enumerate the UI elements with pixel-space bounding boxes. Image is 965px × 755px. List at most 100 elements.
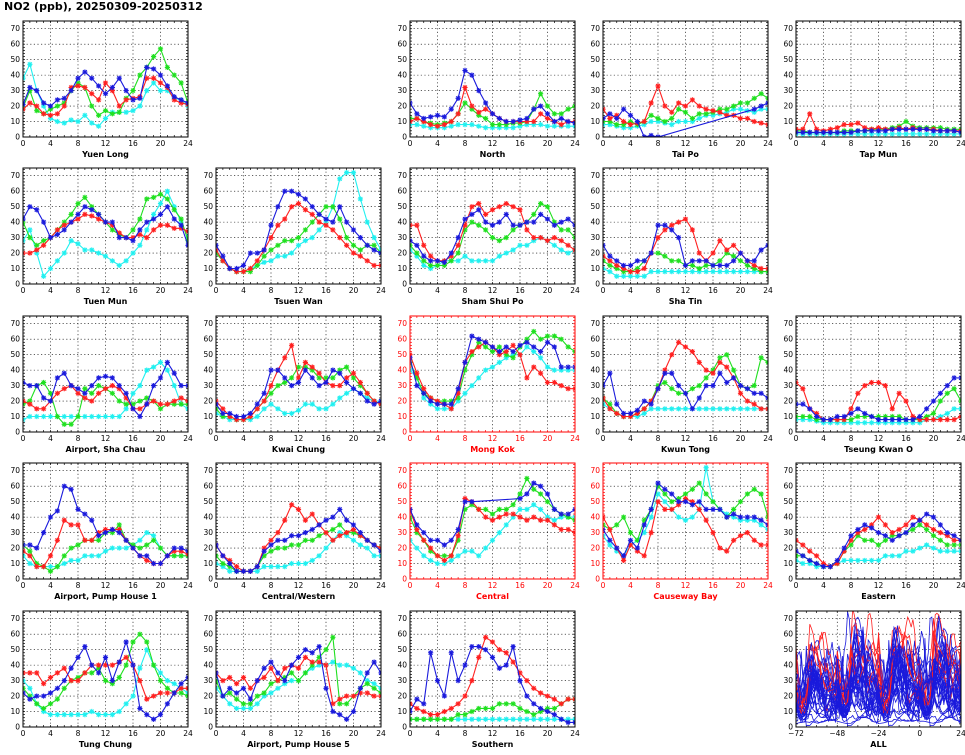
x-tick-label: 24 [570, 729, 580, 738]
data-point [469, 219, 475, 225]
data-point [421, 553, 427, 559]
data-point [316, 643, 322, 650]
data-point [414, 250, 420, 256]
data-point [171, 72, 177, 78]
y-tick-label: 70 [783, 319, 793, 328]
data-point [462, 499, 468, 505]
y-tick-label: 30 [397, 233, 407, 242]
data-point [178, 395, 184, 401]
data-point [82, 69, 88, 75]
data-point [744, 269, 750, 275]
data-point [414, 111, 420, 117]
data-point [151, 364, 157, 370]
data-point [123, 545, 129, 551]
data-point [889, 413, 895, 420]
x-tick-label: 20 [349, 286, 359, 295]
panel-label: ALL [870, 740, 886, 749]
data-point [703, 106, 709, 112]
data-point [614, 401, 620, 407]
data-point [696, 111, 702, 117]
data-point [807, 548, 813, 554]
data-point [130, 406, 136, 412]
data-point [662, 253, 668, 259]
data-point [848, 537, 854, 543]
data-point [641, 122, 647, 128]
plot-frame [602, 462, 769, 580]
x-tick-label: 20 [156, 581, 166, 590]
data-point [682, 118, 689, 125]
plot-frame [215, 610, 382, 728]
data-point [682, 517, 689, 523]
data-point [428, 114, 434, 120]
series-red [410, 495, 575, 564]
data-point [47, 564, 54, 570]
data-point [247, 696, 253, 702]
data-point [510, 659, 516, 665]
data-point [54, 413, 60, 420]
data-point [455, 398, 461, 404]
data-point [731, 258, 737, 264]
data-point [710, 506, 716, 512]
data-point [47, 112, 54, 118]
data-point [655, 480, 661, 486]
data-point [524, 678, 530, 684]
data-point [758, 522, 764, 528]
data-point [634, 548, 640, 554]
data-point [295, 678, 302, 684]
y-tick-label: 50 [397, 202, 407, 211]
y-tick-label: 0 [595, 280, 600, 289]
data-point [89, 517, 95, 523]
data-point [724, 514, 730, 520]
data-point [254, 564, 260, 570]
x-tick-label: 20 [156, 434, 166, 443]
data-point [807, 557, 813, 564]
data-point [123, 235, 129, 241]
data-point [469, 103, 475, 109]
data-point [641, 265, 647, 272]
data-point [565, 364, 571, 370]
data-point [662, 367, 668, 373]
data-point [682, 406, 689, 412]
x-tick-label: 24 [376, 286, 386, 295]
data-point [109, 227, 115, 233]
data-point [724, 112, 730, 118]
data-point [462, 390, 468, 396]
data-point [137, 665, 143, 671]
data-point [227, 685, 233, 691]
data-point [75, 386, 81, 392]
data-point [455, 537, 461, 543]
series-line-green [410, 202, 575, 266]
data-point [82, 112, 88, 118]
data-point [295, 375, 302, 381]
data-point [102, 413, 109, 420]
data-point [724, 109, 730, 115]
data-point [676, 339, 682, 345]
data-point [448, 716, 454, 722]
data-point [551, 506, 557, 512]
data-point [855, 557, 861, 564]
data-point [68, 486, 74, 492]
data-point [421, 386, 427, 392]
data-point [917, 126, 923, 132]
data-point [171, 216, 177, 222]
x-tick-label: −72 [788, 729, 804, 738]
data-point [364, 219, 370, 225]
data-point [227, 690, 233, 696]
y-tick-label: 60 [10, 335, 20, 344]
series-blue [410, 207, 575, 265]
data-point [937, 128, 943, 134]
data-point [531, 364, 537, 370]
y-tick-label: 70 [203, 171, 213, 180]
data-point [75, 557, 81, 564]
data-point [655, 118, 661, 125]
data-point [75, 80, 81, 86]
data-point [855, 120, 861, 126]
data-point [917, 131, 923, 137]
data-point [841, 122, 847, 128]
data-point [295, 242, 302, 248]
data-point [316, 522, 322, 528]
data-point [800, 542, 806, 548]
data-point [109, 662, 115, 668]
x-tick-label: 20 [156, 139, 166, 148]
data-point [275, 678, 281, 684]
